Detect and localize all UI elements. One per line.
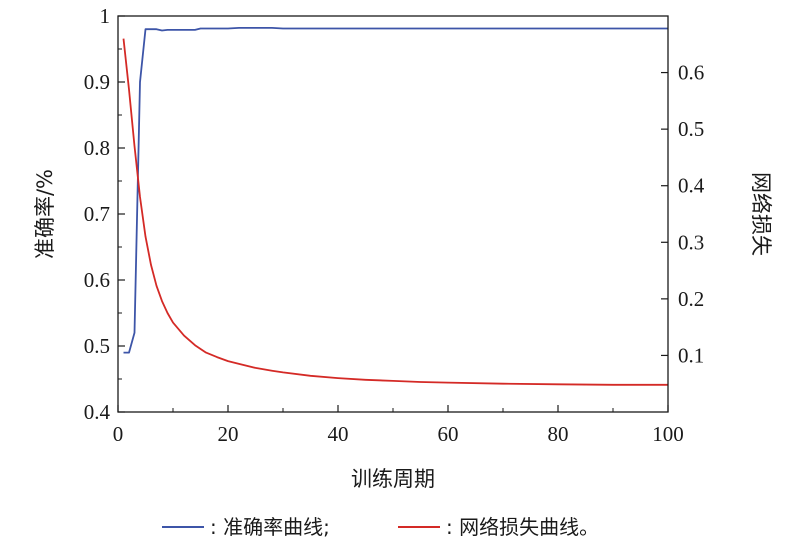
right-y-axis-title: 网络损失 <box>749 172 773 256</box>
x-tick-label: 0 <box>113 422 124 446</box>
x-tick-label: 20 <box>218 422 239 446</box>
right-y-tick-label: 0.2 <box>678 287 704 311</box>
left-y-tick-label: 0.4 <box>84 400 111 424</box>
left-y-tick-label: 0.5 <box>84 334 110 358</box>
left-y-tick-label: 0.6 <box>84 268 110 292</box>
series-layer <box>122 26 668 386</box>
x-axis-title: 训练周期 <box>351 467 435 491</box>
x-tick-label: 100 <box>652 422 684 446</box>
loss-series-line <box>122 38 668 386</box>
legend: : 准确率曲线; : 网络损失曲线。 <box>162 515 599 539</box>
x-tick-label: 40 <box>328 422 349 446</box>
x-tick-label: 80 <box>548 422 569 446</box>
x-axis-ticks: 0 20 40 60 80 100 <box>113 405 684 446</box>
left-y-tick-label: 0.8 <box>84 136 110 160</box>
right-y-tick-label: 0.1 <box>678 343 704 367</box>
legend-loss-label: : 网络损失曲线。 <box>446 515 599 539</box>
legend-accuracy-label: : 准确率曲线; <box>210 515 330 539</box>
right-y-tick-label: 0.6 <box>678 61 704 85</box>
accuracy-series-line <box>123 26 668 354</box>
left-y-tick-label: 0.7 <box>84 202 110 226</box>
left-y-axis-title: 准确率/% <box>33 169 57 259</box>
plot-frame <box>117 15 669 413</box>
right-y-tick-label: 0.3 <box>678 230 704 254</box>
right-y-tick-label: 0.4 <box>678 174 705 198</box>
left-y-axis-ticks: 0.4 0.5 0.6 0.7 0.8 0.9 1 <box>84 4 125 424</box>
right-y-tick-label: 0.5 <box>678 117 704 141</box>
x-tick-label: 60 <box>438 422 459 446</box>
left-y-tick-label: 1 <box>100 4 111 28</box>
left-y-tick-label: 0.9 <box>84 70 110 94</box>
right-y-axis-ticks: 0.1 0.2 0.3 0.4 0.5 0.6 <box>661 61 705 367</box>
